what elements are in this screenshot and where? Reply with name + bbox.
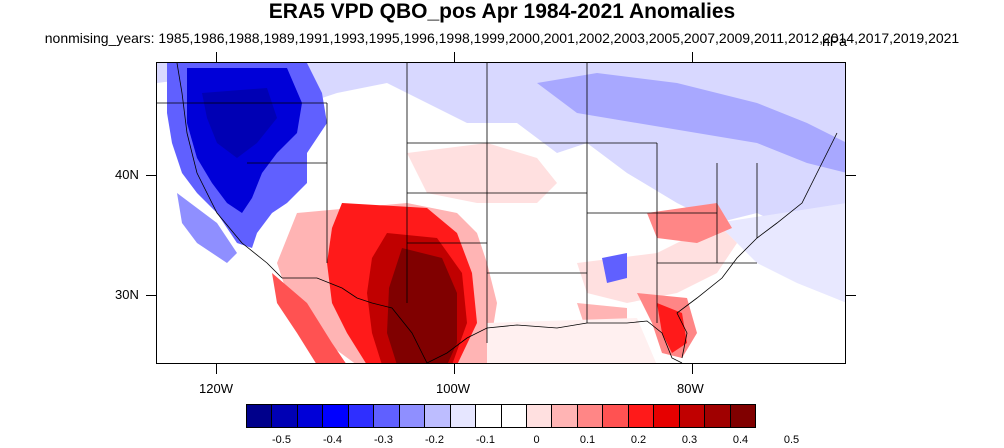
colorbar-cell <box>297 405 324 427</box>
map-plot-area <box>156 62 846 364</box>
colorbar-cell <box>323 405 349 427</box>
colorbar-cell <box>526 405 553 427</box>
lon-tick-120w <box>216 364 217 374</box>
colorbar-cell <box>730 405 756 427</box>
colorbar-cell <box>374 405 400 427</box>
lon-label-120w: 120W <box>199 381 233 396</box>
colorbar-cell <box>399 405 426 427</box>
lat-label-30n: 30N <box>115 287 139 302</box>
lat-tick-40n-right <box>846 175 856 176</box>
lon-tick-100w <box>454 364 455 374</box>
colorbar-label: 0.1 <box>579 434 596 446</box>
colorbar-cell <box>654 405 680 427</box>
colorbar-label: 0 <box>533 434 540 446</box>
colorbar-label: -0.4 <box>323 434 342 446</box>
colorbar-cell <box>603 405 629 427</box>
colorbar-cell <box>450 405 477 427</box>
lon-tick-120w-top <box>216 52 217 62</box>
colorbar-label: 0.4 <box>732 434 749 446</box>
lat-tick-30n-right <box>846 295 856 296</box>
colorbar-cell <box>272 405 298 427</box>
colorbar-cell <box>501 405 527 427</box>
colorbar-cell <box>348 405 375 427</box>
colorbar-label: -0.1 <box>476 434 495 446</box>
lat-tick-40n <box>146 175 156 176</box>
colorbar-cell <box>425 405 451 427</box>
colorbar-label: -0.3 <box>374 434 393 446</box>
lon-tick-80w <box>692 364 693 374</box>
lon-tick-100w-top <box>454 52 455 62</box>
figure-subtitle: nonmising_years: 1985,1986,1988,1989,199… <box>44 30 960 46</box>
lon-label-100w: 100W <box>436 381 470 396</box>
colorbar-cell <box>476 405 502 427</box>
colorbar-cell <box>628 405 655 427</box>
anomaly-map <box>157 63 845 363</box>
colorbar-label: -0.2 <box>425 434 444 446</box>
colorbar-label: -0.5 <box>272 434 291 446</box>
colorbar-label: 0.5 <box>783 434 800 446</box>
lon-tick-80w-top <box>692 52 693 62</box>
colorbar-cell <box>705 405 731 427</box>
figure-title: ERA5 VPD QBO_pos Apr 1984-2021 Anomalies <box>268 0 736 23</box>
units-label: hPa <box>822 33 847 49</box>
colorbar-label: 0.3 <box>681 434 698 446</box>
colorbar-cell <box>679 405 706 427</box>
lat-label-40n: 40N <box>115 167 139 182</box>
colorbar-cell <box>247 405 273 427</box>
colorbar-label: 0.2 <box>630 434 647 446</box>
colorbar-cell <box>552 405 578 427</box>
colorbar <box>246 404 756 428</box>
colorbar-cell <box>577 405 604 427</box>
lat-tick-30n <box>146 295 156 296</box>
lon-label-80w: 80W <box>677 381 704 396</box>
